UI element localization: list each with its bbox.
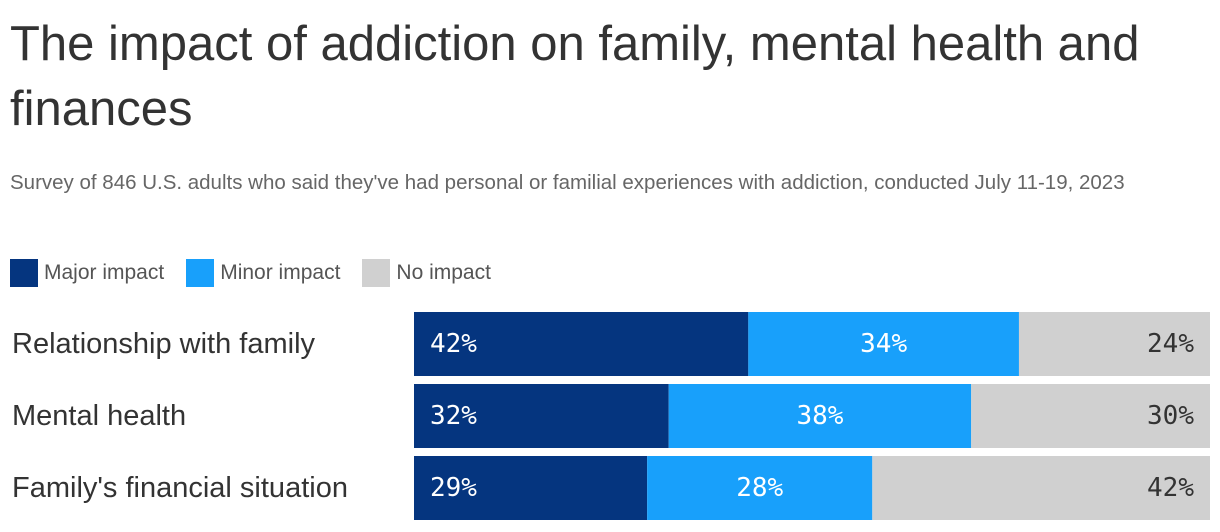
bar-minor-impact-family-s-financial-situation [647,456,873,520]
bar-major-impact-mental-health [414,384,669,448]
value-label-major-impact-relationship-with-family: 42% [430,329,477,359]
bar-no-impact-mental-health [971,384,1210,448]
value-label-major-impact-family-s-financial-situation: 29% [430,473,477,503]
bar-minor-impact-mental-health [668,384,972,448]
legend-label-none: No impact [396,261,491,284]
legend-label-major: Major impact [44,261,165,284]
value-label-no-impact-mental-health: 30% [1147,401,1194,431]
category-label-mental-health: Mental health [12,400,186,432]
legend-swatch-minor [186,259,215,287]
legend-label-minor: Minor impact [220,261,341,284]
legend-item-none: No impact [362,259,491,287]
value-label-major-impact-mental-health: 32% [430,401,477,431]
value-label-no-impact-relationship-with-family: 24% [1147,329,1194,359]
bar-minor-impact-relationship-with-family [748,312,1019,376]
value-label-minor-impact-relationship-with-family: 34% [860,329,907,359]
legend: Major impact Minor impact No impact [10,257,513,289]
legend-swatch-none [362,259,391,287]
bar-no-impact-relationship-with-family [1018,312,1210,376]
bar-major-impact-relationship-with-family [414,312,749,376]
chart-title: The impact of addiction on family, menta… [10,17,1140,136]
value-label-no-impact-family-s-financial-situation: 42% [1147,473,1194,503]
stacked-bar-chart: Relationship with family 42% 34% 24% Mental … [12,312,1210,520]
bar-no-impact-family-s-financial-situation [872,456,1210,520]
legend-item-minor: Minor impact [186,259,340,287]
chart-subtitle: Survey of 846 U.S. adults who said they'… [10,171,1125,194]
value-label-minor-impact-family-s-financial-situation: 28% [736,473,783,503]
category-label-family-s-financial-situation: Family's financial situation [12,472,348,504]
legend-item-major: Major impact [10,259,164,287]
legend-swatch-major [10,259,38,287]
bar-major-impact-family-s-financial-situation [414,456,648,520]
value-label-minor-impact-mental-health: 38% [796,401,843,431]
category-label-relationship-with-family: Relationship with family [12,328,316,360]
